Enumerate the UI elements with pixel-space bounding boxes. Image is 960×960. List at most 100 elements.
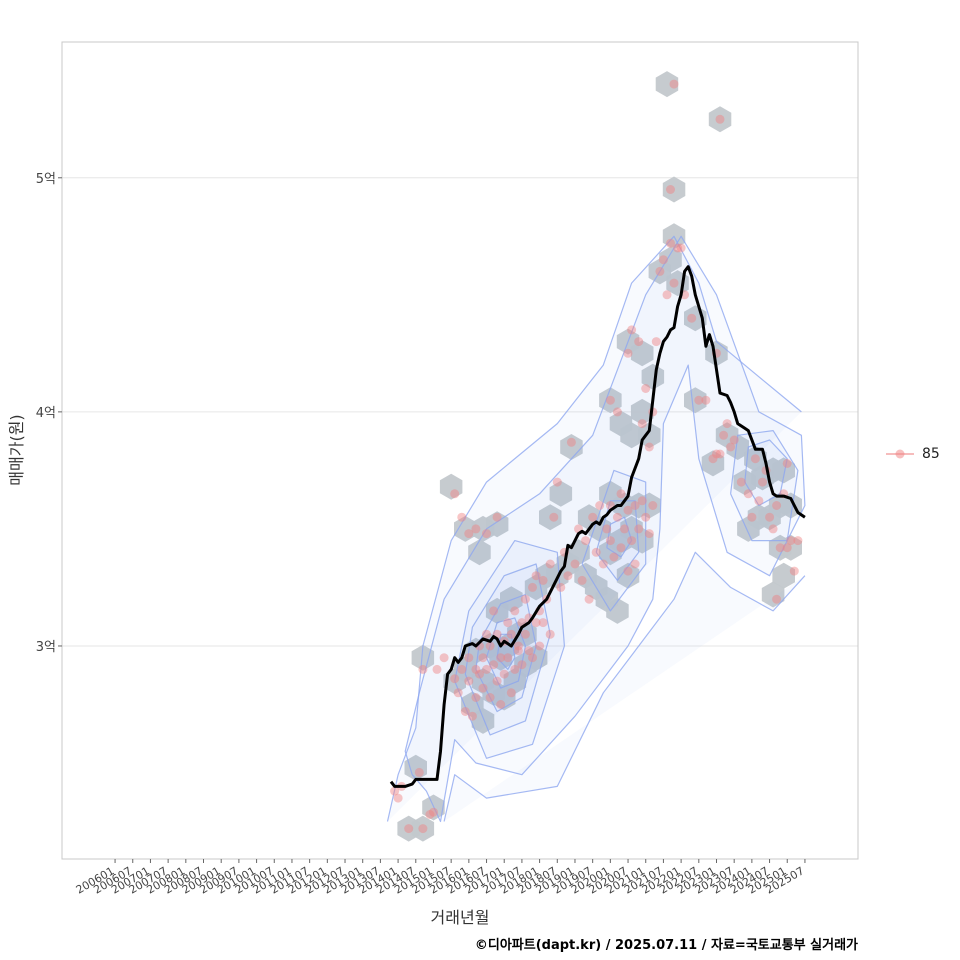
hexbin-cell bbox=[606, 597, 629, 624]
hexbin-cell bbox=[439, 473, 463, 500]
data-point bbox=[765, 512, 775, 522]
hexbin-cell bbox=[514, 621, 537, 648]
data-point bbox=[517, 660, 527, 670]
hexbin-cell bbox=[659, 246, 682, 273]
x-axis-label: 거래년월 bbox=[431, 908, 490, 927]
data-point bbox=[708, 454, 718, 464]
moving-average-path bbox=[389, 265, 806, 788]
data-point bbox=[513, 646, 523, 656]
data-point bbox=[612, 512, 622, 522]
data-point bbox=[634, 524, 644, 534]
data-point bbox=[482, 664, 491, 674]
data-point bbox=[432, 664, 442, 674]
data-point bbox=[524, 646, 534, 656]
data-point bbox=[528, 582, 537, 592]
y-axis-ticks: 3억 4억 5억 bbox=[36, 172, 62, 655]
data-point bbox=[485, 693, 495, 702]
data-point bbox=[634, 337, 644, 347]
data-point bbox=[531, 571, 541, 581]
data-point bbox=[644, 442, 654, 452]
data-point bbox=[478, 653, 488, 663]
data-point bbox=[588, 512, 598, 522]
data-point bbox=[605, 536, 615, 546]
data-point bbox=[467, 711, 477, 721]
density-contour bbox=[581, 469, 647, 612]
data-point bbox=[750, 454, 760, 464]
data-point bbox=[482, 529, 491, 539]
data-point bbox=[747, 512, 757, 522]
density-contour bbox=[464, 563, 551, 736]
data-point bbox=[482, 629, 491, 639]
hexbin-cell bbox=[630, 340, 654, 367]
data-point bbox=[620, 524, 629, 534]
hexbin-cell bbox=[655, 71, 679, 98]
data-point bbox=[595, 501, 605, 510]
data-point bbox=[492, 676, 502, 686]
data-point bbox=[758, 477, 767, 487]
data-point bbox=[577, 575, 587, 585]
data-point bbox=[673, 243, 683, 253]
data-point bbox=[457, 664, 467, 674]
legend-key-icon bbox=[886, 449, 914, 459]
data-point bbox=[496, 653, 506, 663]
data-point bbox=[743, 489, 753, 499]
data-point bbox=[616, 543, 626, 553]
data-point bbox=[715, 449, 725, 459]
hexbin-cell bbox=[454, 515, 477, 542]
data-point bbox=[563, 571, 573, 581]
data-point bbox=[775, 543, 785, 553]
density-contours bbox=[386, 235, 806, 823]
data-point bbox=[566, 437, 576, 447]
density-contour bbox=[454, 540, 565, 759]
data-point bbox=[545, 559, 555, 569]
density-contour bbox=[606, 516, 633, 558]
hexbin-cell bbox=[726, 434, 749, 460]
data-point bbox=[609, 552, 619, 562]
hexbin-cell bbox=[772, 457, 795, 484]
data-point bbox=[637, 419, 647, 429]
source-caption: ©디아파트(dapt.kr) / 2025.07.11 / 자료=국토교통부 실… bbox=[474, 938, 858, 953]
data-point bbox=[506, 688, 516, 698]
data-point bbox=[623, 566, 633, 576]
y-tick-label: 4억 bbox=[36, 406, 56, 421]
data-point bbox=[768, 524, 778, 534]
data-point bbox=[506, 629, 516, 639]
y-tick-label: 5억 bbox=[36, 172, 56, 187]
data-point bbox=[644, 529, 654, 539]
hexbin-cell bbox=[616, 562, 640, 589]
hexbin-cell bbox=[549, 480, 573, 507]
data-point bbox=[676, 243, 686, 253]
data-point bbox=[616, 489, 626, 499]
data-point bbox=[492, 512, 502, 522]
data-point bbox=[637, 496, 647, 506]
hexbin-cell bbox=[599, 387, 622, 414]
data-point bbox=[460, 707, 470, 716]
grid-lines bbox=[62, 177, 858, 647]
y-tick-label: 3억 bbox=[36, 640, 56, 655]
data-point bbox=[510, 664, 520, 674]
data-point bbox=[623, 505, 633, 515]
data-point bbox=[475, 669, 484, 679]
data-point bbox=[782, 458, 792, 468]
hexbin-cell bbox=[411, 644, 435, 671]
hexbin-cell bbox=[779, 534, 802, 561]
data-point bbox=[450, 489, 460, 499]
hexbin-cell bbox=[761, 581, 785, 608]
data-point bbox=[669, 278, 679, 288]
data-point bbox=[549, 512, 559, 522]
data-point bbox=[627, 325, 637, 335]
data-point bbox=[701, 395, 711, 405]
data-point bbox=[726, 442, 736, 452]
hexbin-cell bbox=[638, 492, 661, 519]
data-point bbox=[471, 524, 481, 534]
data-point bbox=[510, 606, 520, 616]
data-point bbox=[712, 449, 721, 459]
data-point bbox=[584, 594, 594, 604]
data-point bbox=[535, 641, 545, 651]
hexbin-cell bbox=[471, 707, 495, 734]
data-point bbox=[662, 290, 672, 300]
data-point bbox=[570, 559, 580, 569]
data-point bbox=[666, 185, 675, 194]
density-contour bbox=[485, 617, 526, 689]
